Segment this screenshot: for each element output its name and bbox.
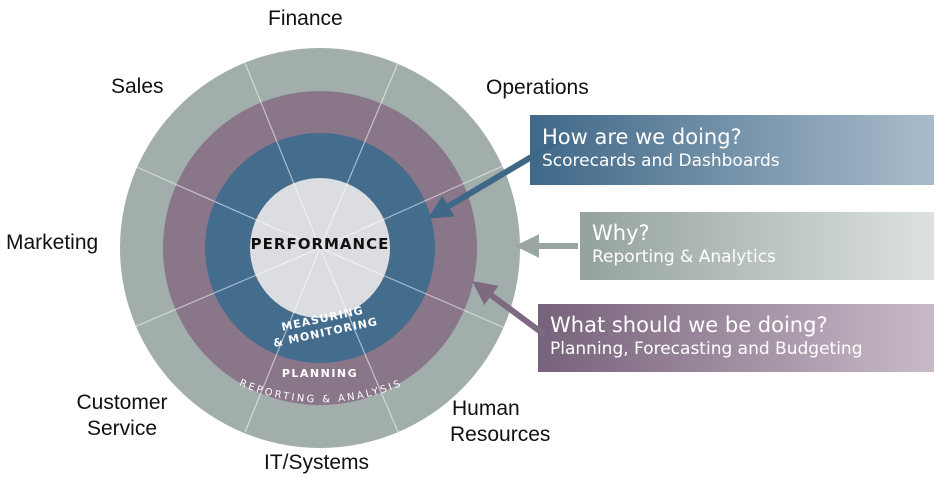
callout-box-what [538,304,934,372]
dept-customer-service-line2: Service [86,417,158,440]
callout-what: What should we be doing? Planning, Forec… [538,312,934,360]
dept-hr-line1: Human [452,397,520,420]
callout-how-title: How are we doing? [542,125,742,149]
arrow-how [427,137,562,219]
dept-hr-line2: Resources [450,423,551,446]
callout-how: How are we doing? Scorecards and Dashboa… [530,124,934,172]
dept-finance: Finance [268,7,343,30]
callout-what-subtitle: Planning, Forecasting and Budgeting [550,339,863,359]
callout-why-subtitle: Reporting & Analytics [592,247,776,267]
segment-dividers [131,62,506,433]
dept-marketing: Marketing [6,231,99,254]
callout-box-why [580,212,934,280]
callout-why: Why? Reporting & Analytics [580,220,934,268]
callout-why-title: Why? [592,221,650,245]
dept-it-systems: IT/Systems [264,451,370,474]
callout-box-how [530,115,934,185]
arrow-what [472,281,547,338]
dept-sales: Sales [111,75,164,98]
callout-what-title: What should we be doing? [550,313,828,337]
dept-human-resources: Human Resources [450,396,550,448]
callout-how-subtitle: Scorecards and Dashboards [542,151,780,171]
planning-label: PLANNING [282,367,358,380]
dept-customer-service: Customer Service [66,390,178,442]
dept-operations: Operations [486,76,589,99]
dept-customer-service-line1: Customer [76,391,168,414]
center-label: PERFORMANCE [251,235,390,253]
